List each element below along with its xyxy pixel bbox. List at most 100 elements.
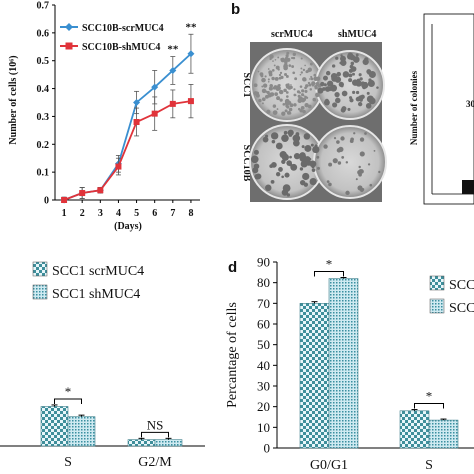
colony-dot [300,160,308,168]
colony-dot [284,172,290,178]
line-point-sh [61,197,68,203]
bar-d-series-2 [328,278,359,449]
colony-dot [308,83,312,87]
colony-dot [280,57,286,63]
panel-d-label: d [228,259,237,276]
colony-dot [276,85,281,91]
bar-d-significance-label: * [426,389,433,404]
colony-dot [336,71,342,77]
bar-c-significance-label: NS [147,417,164,432]
colony-dot [288,64,292,67]
legend-square-marker [65,42,73,50]
colony-dot [309,78,311,80]
colony-dot [298,91,301,94]
colony-dot [254,173,261,180]
colony-dot [299,109,303,113]
colony-dot [261,97,266,102]
colony-dot [270,71,273,73]
colony-dot [323,144,328,149]
colony-dot [309,62,313,66]
colony-dot [303,97,307,101]
colony-dot [350,137,354,142]
colony-dot [309,177,317,186]
colony-dot [272,60,274,62]
colony-dot [309,160,317,168]
line-significance-mark: ** [167,44,179,56]
colony-dot [367,163,371,166]
colony-dot [255,93,260,98]
colony-dot [358,165,361,169]
legend-swatch-d-1 [429,275,445,291]
colony-dot [274,76,279,81]
colony-dot [340,136,345,141]
colony-dot [313,76,319,82]
colony-dot [358,95,364,101]
colony-dot [347,107,351,111]
colony-dot [278,76,282,80]
colony-dot [281,175,284,179]
colony-dot [365,103,372,109]
colony-dot [304,144,312,152]
colony-dot [270,179,275,184]
inset-value-2: 24 [466,182,474,191]
colony-dot [368,70,376,79]
line-y-tick-label: 0.1 [37,168,50,179]
colony-dot [290,163,298,171]
colony-dot [316,155,320,159]
colony-dot [257,70,260,73]
colony-dot [301,89,305,93]
inset-value-1: 30 [466,99,474,109]
line-x-tick-label: 1 [62,208,67,219]
colony-dot [258,98,262,103]
colony-dot [284,109,288,113]
bar-c-sh [67,416,96,447]
colony-dot [286,95,289,98]
colony-dot [281,153,289,161]
colony-dot [358,73,362,77]
colony-dot [341,156,345,159]
colony-dot [305,84,309,88]
colony-dot [313,99,317,102]
colony-dot [272,69,275,72]
inset-frame [423,13,474,205]
colony-dot [286,51,290,55]
colony-dot [267,80,270,83]
colony-dot [274,58,277,61]
colony-dot [313,73,317,77]
colony-dot [287,85,292,90]
colony-dot [376,86,379,89]
colony-dot [276,96,281,101]
colony-dot [283,65,285,68]
colony-dot [297,107,301,111]
colony-dot [300,57,303,60]
colony-dot [285,75,289,78]
colony-dot [272,110,278,115]
bar-d-y-tick-label: 70 [257,296,270,311]
colony-dot [278,89,284,95]
colony-dot [353,132,356,135]
colony-dot [349,54,356,61]
colony-dot [312,145,320,154]
colony-dot [299,152,306,159]
legend-swatch-d-2 [429,298,445,314]
bar-c-category-label: S [64,455,72,470]
row-label-scc10b: SCC10B [241,145,252,182]
line-significance-mark: ** [185,21,197,33]
colony-dot [268,72,273,77]
colony-dot [310,143,314,147]
line-point-sh [187,98,194,105]
colony-dot [366,91,370,95]
colony-dot [332,84,335,88]
colony-dot [352,90,356,94]
colony-dot [361,81,365,85]
colony-dot [345,190,350,196]
colony-dot [261,88,267,94]
colony-dot [341,106,347,112]
colony-dot [293,93,297,97]
colony-dot [292,52,297,56]
bar-d-series-2 [428,419,459,449]
colony-dot [340,84,344,88]
colony-dot [287,83,290,86]
colony-dot [348,73,353,78]
colony-dot [325,70,331,76]
